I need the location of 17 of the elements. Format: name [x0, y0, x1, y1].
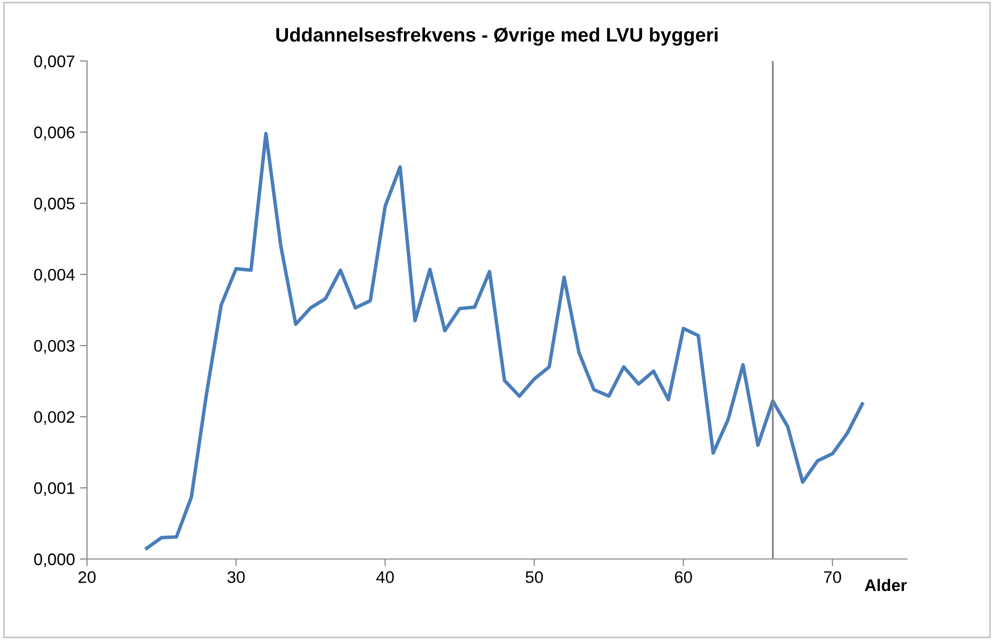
- x-tick-label: 40: [376, 571, 394, 584]
- y-tick-label: 0,002: [34, 411, 74, 425]
- x-tick-label: 50: [526, 571, 543, 584]
- y-tick-label: 0,007: [34, 55, 74, 70]
- y-tick-label: 0,005: [34, 198, 74, 212]
- x-tick-label: 60: [674, 571, 692, 584]
- line-series: [144, 132, 864, 550]
- x-tick-label: 20: [78, 571, 96, 584]
- y-tick-label: 0,000: [34, 553, 75, 568]
- y-tick-label: 0,004: [34, 268, 75, 283]
- x-axis-title: Alder: [864, 578, 907, 592]
- chart-title: Uddannelsesfrekvens - Øvrige med LVU byggeri: [276, 27, 718, 46]
- y-tick-label: 0,001: [34, 482, 74, 496]
- x-tick-label: 30: [227, 571, 245, 584]
- x-tick-label: 70: [824, 571, 842, 584]
- y-tick-label: 0,006: [34, 126, 74, 140]
- y-tick-label: 0,003: [34, 340, 74, 354]
